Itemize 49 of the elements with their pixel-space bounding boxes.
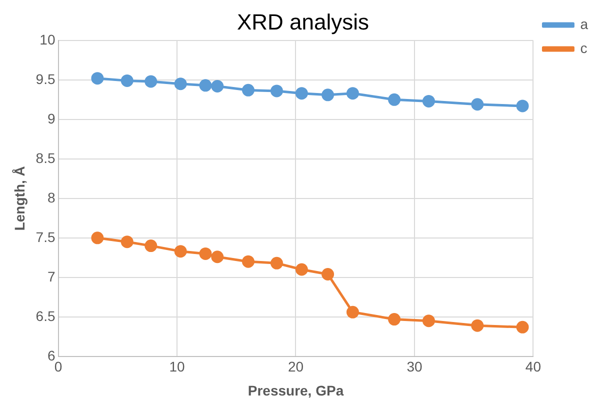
point xyxy=(516,100,529,112)
y-tick-label: 9.5 xyxy=(36,70,56,87)
y-tick-label: 8 xyxy=(47,189,56,206)
point xyxy=(211,250,224,264)
legend-label: c xyxy=(580,40,588,56)
point xyxy=(91,72,104,85)
point xyxy=(346,306,359,318)
point xyxy=(144,240,158,252)
point xyxy=(388,313,401,326)
x-tick-label: 30 xyxy=(406,358,422,375)
point xyxy=(120,74,134,87)
point xyxy=(91,232,104,244)
y-tick-label: 8.5 xyxy=(36,150,56,166)
x-tick-label: 10 xyxy=(169,358,185,375)
chart-title: XRD analysis xyxy=(236,9,370,34)
y-tick-label: 7.5 xyxy=(36,228,56,245)
x-tick-label: 0 xyxy=(54,358,62,375)
point xyxy=(471,319,484,332)
point xyxy=(211,80,224,92)
point xyxy=(120,236,134,248)
y-tick-label: 6.5 xyxy=(36,308,56,324)
point xyxy=(322,88,334,102)
point xyxy=(322,268,334,280)
point xyxy=(346,87,359,100)
point xyxy=(471,98,484,111)
point xyxy=(388,93,401,106)
point xyxy=(422,94,435,108)
point xyxy=(144,75,158,88)
point xyxy=(199,79,212,92)
x-tick-label: 40 xyxy=(525,358,542,375)
point xyxy=(270,256,283,270)
point xyxy=(422,314,435,328)
point xyxy=(242,84,254,96)
y-axis-title: Length, Å xyxy=(11,166,28,231)
x-axis-title: Pressure, GPa xyxy=(248,382,344,398)
point xyxy=(516,320,529,334)
y-tick-label: 7 xyxy=(47,268,56,284)
point xyxy=(295,263,308,276)
y-tick-label: 10 xyxy=(40,31,56,48)
y-tick-label: 9 xyxy=(47,110,56,126)
point xyxy=(295,87,308,100)
point xyxy=(174,78,187,90)
point xyxy=(270,84,283,98)
y-tick-label: 6 xyxy=(47,347,56,364)
legend-label: a xyxy=(580,16,588,32)
x-tick-label: 20 xyxy=(288,358,304,375)
point xyxy=(242,255,254,268)
point xyxy=(199,247,212,260)
point xyxy=(174,245,187,258)
